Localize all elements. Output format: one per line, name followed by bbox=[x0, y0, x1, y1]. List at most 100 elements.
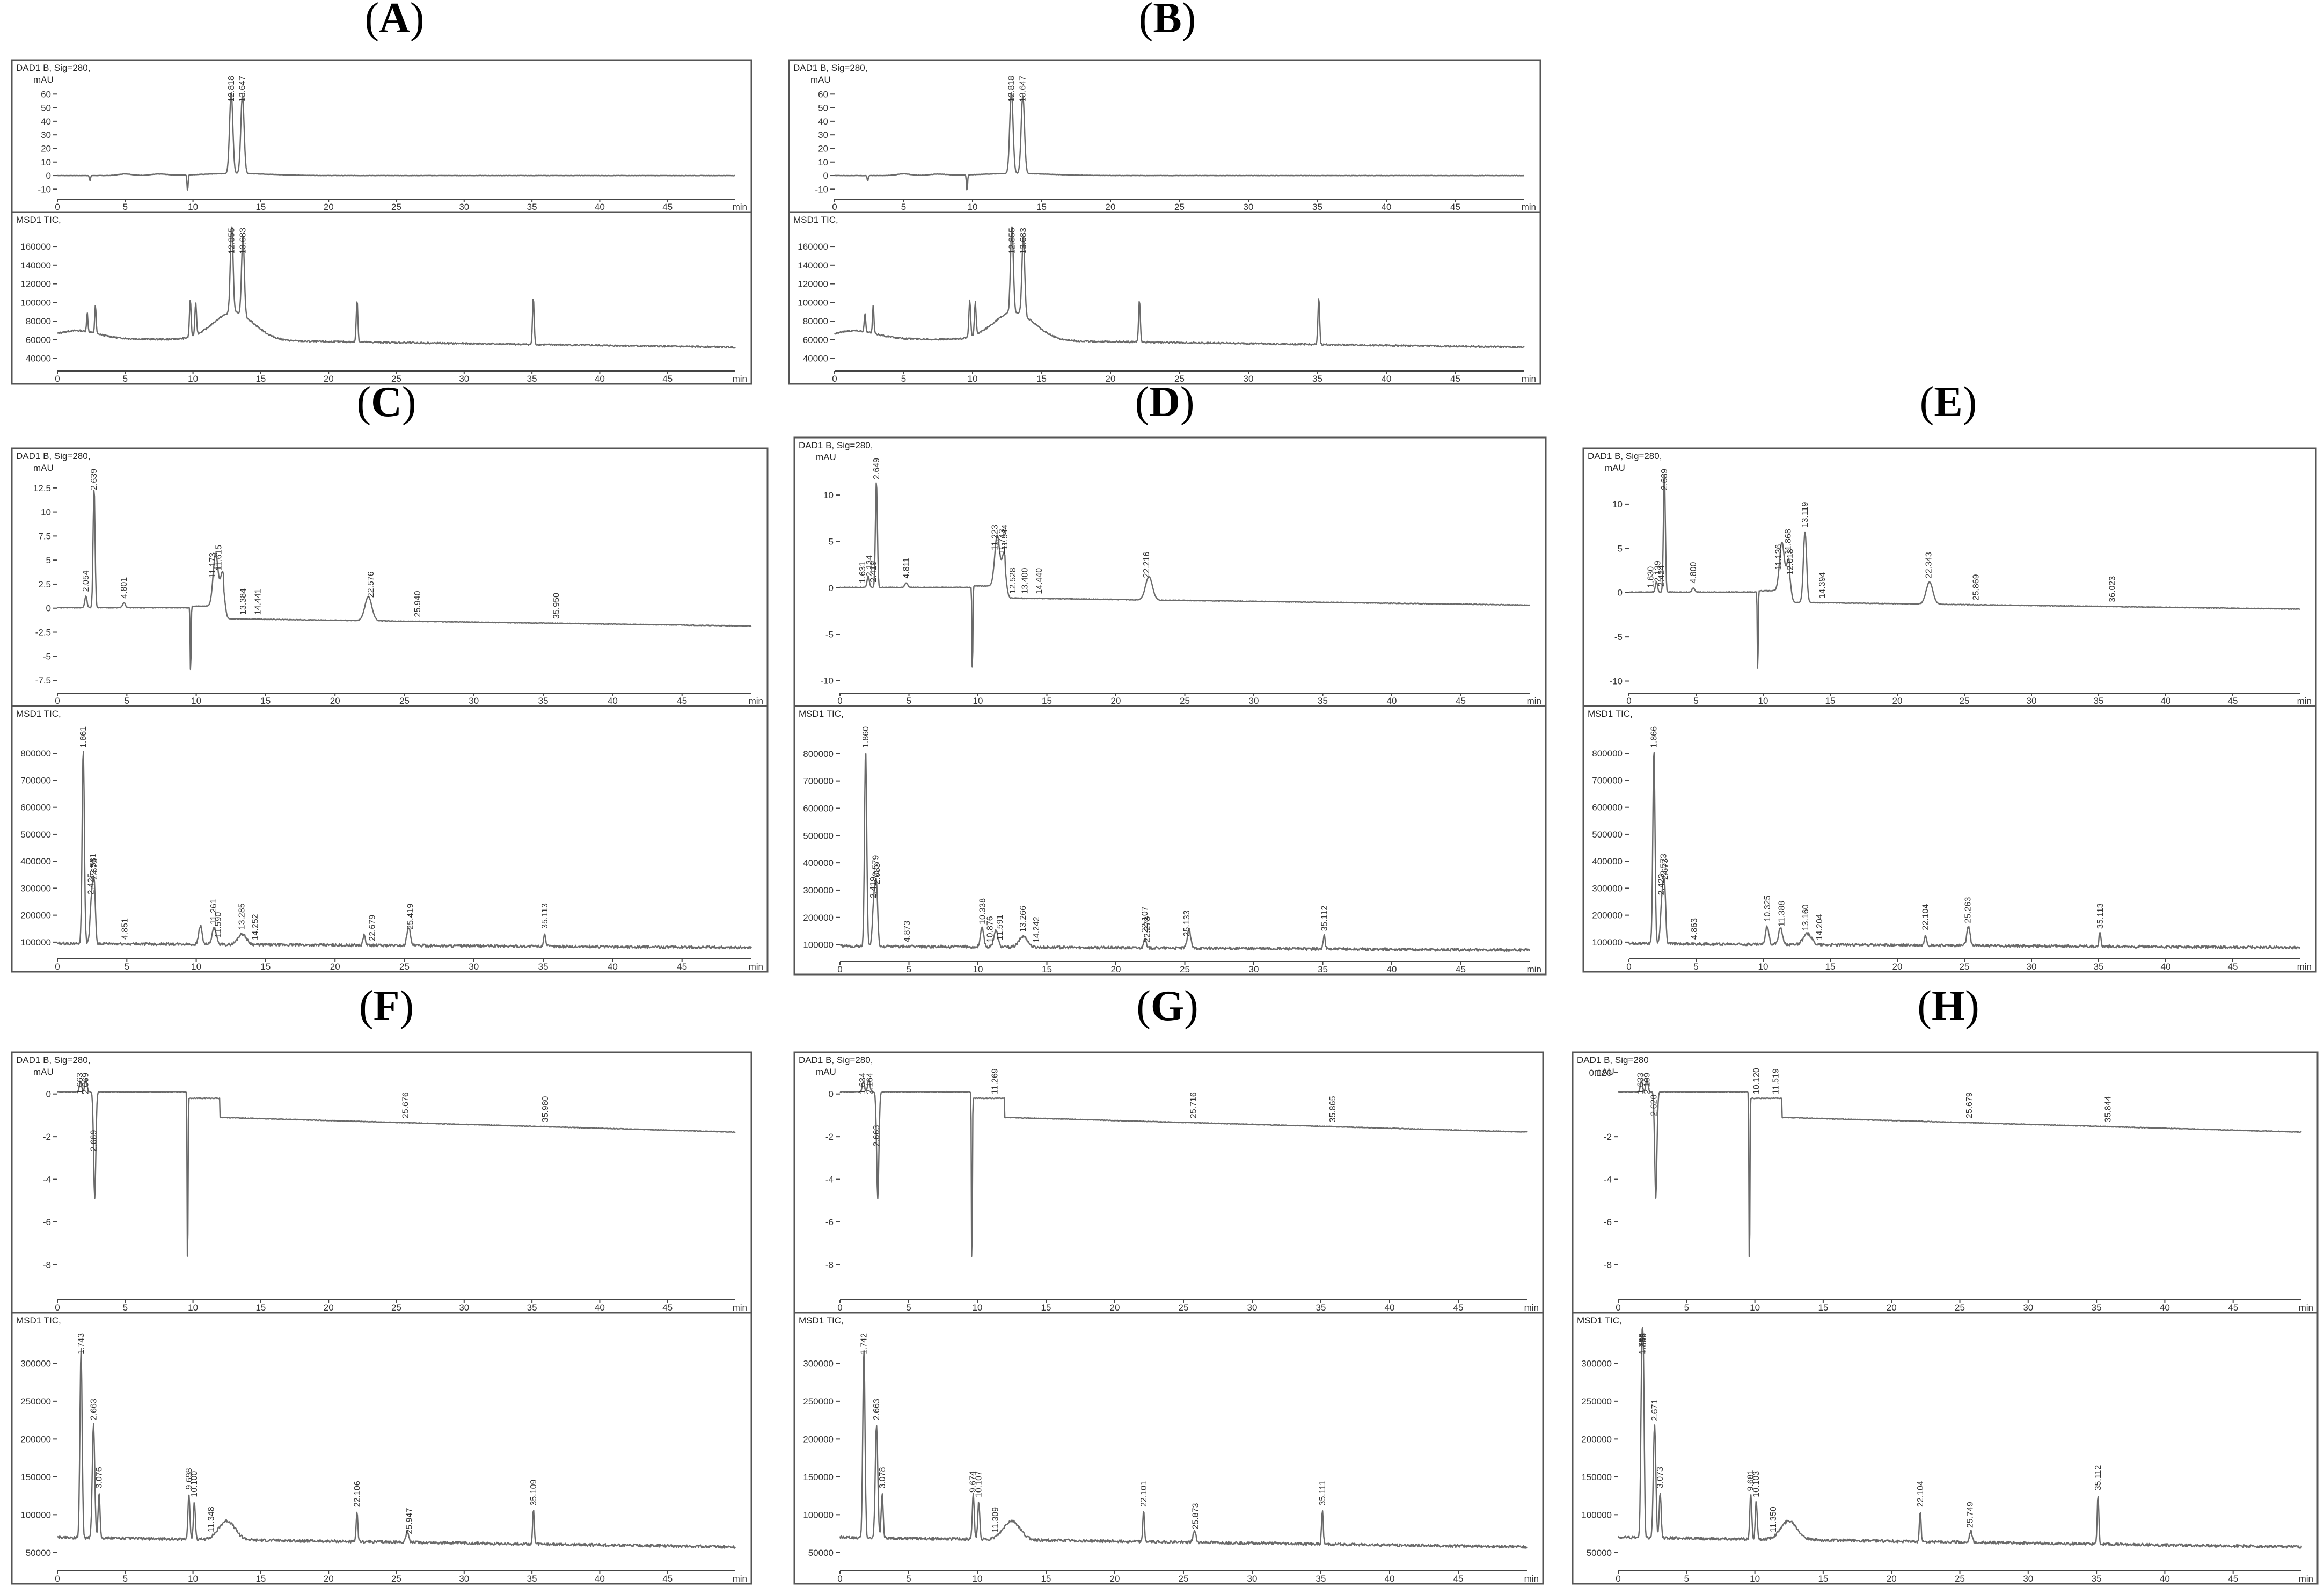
x-tick-label: 40 bbox=[595, 1574, 605, 1584]
peak-label: 22.104 bbox=[1916, 1481, 1925, 1507]
panel-title: (E) bbox=[1920, 379, 1977, 426]
x-tick-label: 20 bbox=[324, 374, 334, 384]
panel-f: (F) DAD1 B, Sig=280, mAU 0 -2 -4 -6 -8 1.6632.06… bbox=[11, 982, 752, 1585]
y-tick-label: 40 bbox=[818, 117, 828, 127]
peak-label: 2.579 bbox=[871, 855, 880, 877]
y-tick-label: 100000 bbox=[20, 937, 51, 948]
peak-label: 4.811 bbox=[902, 558, 911, 579]
y-tick-label: -5 bbox=[1614, 632, 1623, 642]
peak-label: 14.440 bbox=[1035, 568, 1044, 594]
x-tick-label: 20 bbox=[1106, 202, 1116, 212]
peak-label: 9.698 bbox=[185, 1468, 194, 1489]
y-tick-label: 300000 bbox=[803, 885, 834, 896]
peak-label: 35.980 bbox=[541, 1096, 550, 1123]
y-tick-label: -10 bbox=[38, 184, 51, 194]
y-tick-label: 500000 bbox=[803, 831, 834, 841]
peak-label: 2.639 bbox=[1660, 469, 1669, 490]
x-tick-label: 40 bbox=[2160, 1574, 2170, 1584]
peak-label: 1.633 bbox=[1636, 1073, 1646, 1094]
x-tick-label: 45 bbox=[1450, 374, 1460, 384]
dad-signal-label: DAD1 B, Sig=280, bbox=[16, 1055, 90, 1065]
panel-e: (E) DAD1 B, Sig=280, mAU 10 5 0 -5 -10 1.6302.13… bbox=[1582, 379, 2317, 973]
peak-label: 13.119 bbox=[1801, 502, 1810, 528]
tic-frame bbox=[11, 1312, 752, 1585]
y-tick-label: 10 bbox=[1612, 499, 1623, 510]
y-tick-label: 100000 bbox=[20, 1510, 51, 1520]
peak-label: 14.394 bbox=[1818, 572, 1827, 599]
peak-label: 12.818 bbox=[1007, 76, 1016, 102]
peak-label: 1.860 bbox=[861, 726, 871, 748]
x-tick-label: 30 bbox=[459, 202, 469, 212]
dad-signal-label: DAD1 B, Sig=280, bbox=[799, 1055, 873, 1065]
y-tick-label: 160000 bbox=[798, 242, 828, 252]
peak-label: 14.252 bbox=[251, 914, 260, 940]
x-tick-label: 25 bbox=[1955, 1574, 1965, 1584]
tic-frame bbox=[793, 705, 1547, 976]
peak-label: 10.100 bbox=[190, 1471, 199, 1497]
x-tick-label: 20 bbox=[1887, 1574, 1897, 1584]
peak-label: 11.269 bbox=[990, 1068, 999, 1094]
x-tick-label: 5 bbox=[906, 1574, 911, 1584]
y-tick-label: 100000 bbox=[1592, 937, 1623, 948]
y-tick-label: 100000 bbox=[803, 940, 834, 950]
x-tick-label: 45 bbox=[677, 962, 687, 972]
peak-label: 13.683 bbox=[239, 228, 248, 254]
dad-trace bbox=[57, 490, 752, 671]
dad-signal-label: DAD1 B, Sig=280, bbox=[16, 63, 90, 73]
x-tick-label: 25 bbox=[1179, 1302, 1189, 1313]
peak-label: 12.855 bbox=[228, 228, 237, 254]
x-tick-label: 5 bbox=[125, 962, 129, 972]
peak-label: 2.683 bbox=[873, 863, 882, 884]
tic-trace bbox=[1628, 752, 2301, 950]
x-tick-label: 25 bbox=[391, 1574, 401, 1584]
x-tick-label: 5 bbox=[1684, 1574, 1689, 1584]
x-unit-label: min bbox=[733, 374, 747, 384]
x-tick-label: 40 bbox=[595, 1302, 605, 1313]
x-tick-label: 10 bbox=[973, 1302, 983, 1313]
x-tick-label: 20 bbox=[330, 962, 340, 972]
x-tick-label: 0 bbox=[1626, 962, 1631, 972]
x-tick-label: 45 bbox=[2228, 1574, 2238, 1584]
panel-letter: H bbox=[1932, 982, 1965, 1030]
y-tick-label: 50000 bbox=[808, 1548, 834, 1558]
y-tick-label: -8 bbox=[43, 1260, 51, 1270]
y-tick-label: 200000 bbox=[20, 1434, 51, 1444]
peak-label: 13.400 bbox=[1020, 567, 1029, 594]
peak-label: 22.216 bbox=[1142, 551, 1151, 578]
x-tick-label: 35 bbox=[2094, 696, 2104, 706]
dad-frame bbox=[11, 59, 752, 213]
panel-title: (B) bbox=[1139, 0, 1196, 42]
x-tick-label: 5 bbox=[123, 202, 128, 212]
x-tick-label: 30 bbox=[469, 696, 479, 706]
y-tick-label: 120000 bbox=[20, 279, 51, 289]
peak-label: 10.338 bbox=[978, 898, 988, 925]
dad-signal-label: DAD1 B, Sig=280, bbox=[799, 440, 873, 450]
peak-label: 25.676 bbox=[401, 1092, 411, 1118]
x-tick-label: 25 bbox=[391, 202, 401, 212]
y-tick-label: 0 bbox=[46, 1089, 51, 1100]
x-tick-label: 30 bbox=[469, 962, 479, 972]
peak-label: 25.716 bbox=[1189, 1092, 1198, 1118]
peak-label: 22.278 bbox=[1143, 916, 1152, 943]
y-tick-label: -6 bbox=[43, 1217, 51, 1227]
panel-c: (C) DAD1 B, Sig=280, mAU 12.5 10 7.5 5 2.5 0 -2.5… bbox=[11, 379, 769, 973]
x-tick-label: 40 bbox=[1385, 1302, 1395, 1313]
dad-unit-label: mAU bbox=[33, 463, 54, 473]
x-tick-label: 35 bbox=[1316, 1574, 1326, 1584]
x-tick-label: 45 bbox=[1453, 1574, 1464, 1584]
tic-signal-label: MSD1 TIC, bbox=[16, 709, 61, 719]
peak-label: 2.639 bbox=[90, 469, 99, 490]
x-unit-label: min bbox=[2297, 962, 2312, 972]
peak-label: 2.424 bbox=[1657, 565, 1667, 587]
y-tick-label: 50000 bbox=[1587, 1548, 1612, 1558]
y-tick-label: 60000 bbox=[803, 335, 828, 345]
y-tick-label: 700000 bbox=[1592, 775, 1623, 785]
y-tick-label: 800000 bbox=[803, 749, 834, 759]
x-unit-label: min bbox=[1522, 374, 1536, 384]
peak-label: 1.631 bbox=[858, 562, 867, 583]
x-tick-label: 30 bbox=[1249, 964, 1259, 974]
peak-label: 10.876 bbox=[986, 916, 995, 942]
peak-label: 35.950 bbox=[552, 593, 561, 619]
tic-trace bbox=[56, 751, 752, 950]
y-tick-label: -10 bbox=[815, 184, 828, 194]
